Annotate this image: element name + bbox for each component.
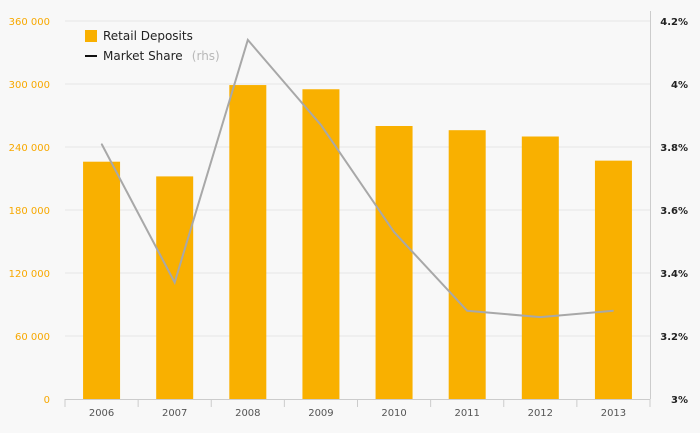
y-right-tick-label: 4% (671, 80, 688, 91)
y-left-tick-label: 360 000 (9, 17, 50, 28)
bar-2012 (521, 136, 559, 399)
x-tick-label: 2006 (89, 408, 114, 419)
market-share-point-2012 (539, 316, 541, 318)
market-share-line (100, 37, 614, 319)
y-left-tick-label: 300 000 (9, 80, 50, 91)
x-tick-label: 2013 (601, 408, 626, 419)
y-left-tick-label: 180 000 (9, 206, 50, 217)
legend: Retail Deposits Market Share (rhs) (85, 29, 220, 64)
x-tick-label: 2008 (235, 408, 260, 419)
x-tick-label: 2012 (528, 408, 553, 419)
bar-2013 (594, 160, 632, 399)
legend-label-retail-deposits: Retail Deposits (103, 29, 193, 43)
market-share-point-2013 (612, 310, 614, 312)
line-series-market-share (100, 37, 614, 319)
x-tick-label: 2007 (162, 408, 187, 419)
legend-label-market-share: Market Share (rhs) (103, 45, 220, 64)
axes: 0 60 000 120 000 180 000 240 000 300 000 360 0… (9, 11, 688, 419)
y-right-tick-label: 3.6% (660, 206, 688, 217)
bar-2010 (375, 126, 413, 399)
bar-2007 (156, 176, 194, 399)
market-share-point-2006 (101, 143, 103, 145)
legend-swatch-retail-deposits (85, 30, 97, 42)
y-right-tick-label: 4.2% (660, 17, 688, 28)
y-right-tick-label: 3.2% (660, 332, 688, 343)
y-left-tick-label: 60 000 (15, 332, 50, 343)
y-left-tick-label: 0 (44, 395, 50, 406)
y-left-tick-label: 240 000 (9, 143, 50, 154)
x-tick-label: 2010 (381, 408, 406, 419)
y-right-tick-label: 3% (671, 395, 688, 406)
market-share-point-2009 (320, 124, 322, 126)
x-tick-label: 2009 (308, 408, 333, 419)
market-share-point-2008 (247, 39, 249, 41)
y-right-tick-label: 3.8% (660, 143, 688, 154)
x-tick-label: 2011 (454, 408, 479, 419)
y-left-tick-label: 120 000 (9, 269, 50, 280)
bar-2009 (302, 89, 340, 399)
market-share-point-2010 (393, 231, 395, 233)
y-right-tick-label: 3.4% (660, 269, 688, 280)
market-share-point-2007 (174, 281, 176, 283)
bar-series-retail-deposits (83, 85, 632, 400)
market-share-point-2011 (466, 310, 468, 312)
bar-2008 (229, 85, 267, 400)
bar-2011 (448, 130, 486, 399)
bar-2006 (83, 161, 121, 399)
